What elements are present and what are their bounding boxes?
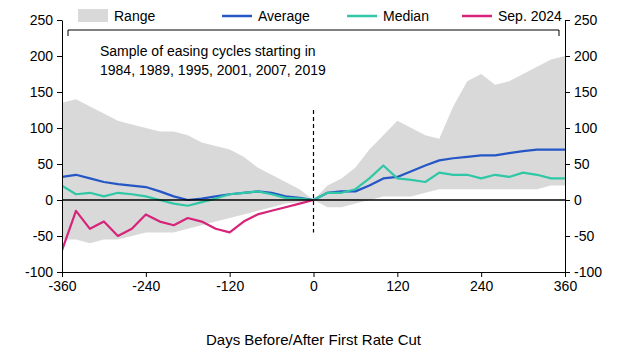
y-axis: -100 -50 0 50 100 150 200 250 bbox=[25, 12, 63, 280]
tick-mark bbox=[57, 20, 62, 21]
tick-mark bbox=[57, 92, 62, 93]
legend-label: Median bbox=[383, 8, 429, 24]
tick: 0 bbox=[310, 272, 318, 294]
legend-swatch bbox=[222, 15, 252, 18]
series-line bbox=[62, 200, 314, 250]
tick: 250 bbox=[565, 12, 598, 28]
tick-label: 250 bbox=[30, 12, 54, 28]
axis-line bbox=[565, 21, 566, 273]
tick: -50 bbox=[33, 228, 62, 244]
y-axis-right: -100 -50 0 50 100 150 200 250 bbox=[565, 12, 602, 280]
tick-mark bbox=[57, 56, 62, 57]
axis-line bbox=[62, 21, 63, 273]
chart: -360-240-1200120240360-100-5005010015020… bbox=[0, 0, 627, 355]
legend-label: Range bbox=[114, 8, 155, 24]
x-axis: -360 -240 -120 0 120 240 360 bbox=[48, 272, 577, 294]
tick-mark bbox=[565, 200, 570, 201]
annotation: Sample of easing cycles starting in bbox=[100, 43, 316, 59]
tick: 0 bbox=[45, 192, 62, 208]
tick-label: 150 bbox=[574, 84, 598, 100]
tick: 150 bbox=[565, 84, 598, 100]
legend-item: Average bbox=[222, 8, 310, 24]
tick: -50 bbox=[565, 228, 594, 244]
tick: 100 bbox=[565, 120, 598, 136]
tick-mark bbox=[62, 272, 63, 277]
tick-label: 50 bbox=[37, 156, 53, 172]
tick-label: -50 bbox=[33, 228, 53, 244]
tick: 50 bbox=[37, 156, 62, 172]
tick-mark bbox=[146, 272, 147, 277]
tick-label: 100 bbox=[574, 120, 598, 136]
range-band bbox=[62, 56, 565, 243]
legend-label: Average bbox=[258, 8, 310, 24]
series-line bbox=[62, 165, 565, 205]
tick-label: -100 bbox=[25, 264, 53, 280]
tick: 100 bbox=[30, 120, 62, 136]
tick-mark bbox=[57, 200, 62, 201]
zero-line bbox=[62, 199, 565, 201]
tick-label: 0 bbox=[574, 192, 582, 208]
tick-mark bbox=[57, 128, 62, 129]
tick-mark bbox=[57, 272, 62, 273]
tick-label: -100 bbox=[574, 264, 602, 280]
tick-label: -360 bbox=[48, 278, 76, 294]
tick: 200 bbox=[565, 48, 598, 64]
tick: 120 bbox=[386, 272, 410, 294]
legend-item: Range bbox=[78, 8, 155, 24]
tick: 0 bbox=[565, 192, 582, 208]
legend-label: Sep. 2024 bbox=[498, 8, 562, 24]
marks bbox=[62, 56, 565, 250]
tick-label: 200 bbox=[574, 48, 598, 64]
annotation: 1984, 1989, 1995, 2001, 2007, 2019 bbox=[100, 62, 326, 78]
tick-mark bbox=[565, 92, 570, 93]
tick-mark bbox=[565, 20, 570, 21]
tick-mark bbox=[314, 272, 315, 277]
tick: 200 bbox=[30, 48, 62, 64]
tick: 150 bbox=[30, 84, 62, 100]
tick-mark bbox=[565, 272, 570, 273]
tick: -120 bbox=[216, 272, 244, 294]
tick-label: 120 bbox=[386, 278, 410, 294]
tick-label: 250 bbox=[574, 12, 598, 28]
plot: -360-240-1200120240360-100-5005010015020… bbox=[25, 12, 602, 294]
tick-label: 240 bbox=[470, 278, 494, 294]
tick-mark bbox=[481, 272, 482, 277]
tick: 50 bbox=[565, 156, 590, 172]
tick-label: -120 bbox=[216, 278, 244, 294]
legend-bracket bbox=[68, 30, 559, 36]
tick: -100 bbox=[25, 264, 62, 280]
tick-label: 0 bbox=[45, 192, 53, 208]
legend-swatch bbox=[347, 15, 377, 18]
tick: -240 bbox=[132, 272, 160, 294]
tick-mark bbox=[230, 272, 231, 277]
cut-marker bbox=[313, 110, 314, 232]
tick-label: 150 bbox=[30, 84, 54, 100]
tick-mark bbox=[565, 236, 570, 237]
tick-mark bbox=[57, 164, 62, 165]
tick: 250 bbox=[30, 12, 62, 28]
tick-label: 100 bbox=[30, 120, 54, 136]
tick-label: 50 bbox=[574, 156, 590, 172]
tick-label: 200 bbox=[30, 48, 54, 64]
tick-label: -240 bbox=[132, 278, 160, 294]
legend-item: Sep. 2024 bbox=[462, 8, 562, 24]
tick: -100 bbox=[565, 264, 602, 280]
tick: 240 bbox=[470, 272, 494, 294]
legend-swatch bbox=[462, 15, 492, 18]
tick-label: 360 bbox=[554, 278, 578, 294]
legend-swatch bbox=[78, 9, 108, 22]
x-axis-title: Days Before/After First Rate Cut bbox=[206, 331, 422, 348]
tick-mark bbox=[565, 164, 570, 165]
legend: Range Average Median Sep. 2024 bbox=[78, 8, 562, 24]
tick-label: -50 bbox=[574, 228, 594, 244]
tick-label: 0 bbox=[310, 278, 318, 294]
tick-mark bbox=[397, 272, 398, 277]
tick-mark bbox=[565, 56, 570, 57]
tick-mark bbox=[565, 128, 570, 129]
tick-mark bbox=[57, 236, 62, 237]
legend-item: Median bbox=[347, 8, 429, 24]
